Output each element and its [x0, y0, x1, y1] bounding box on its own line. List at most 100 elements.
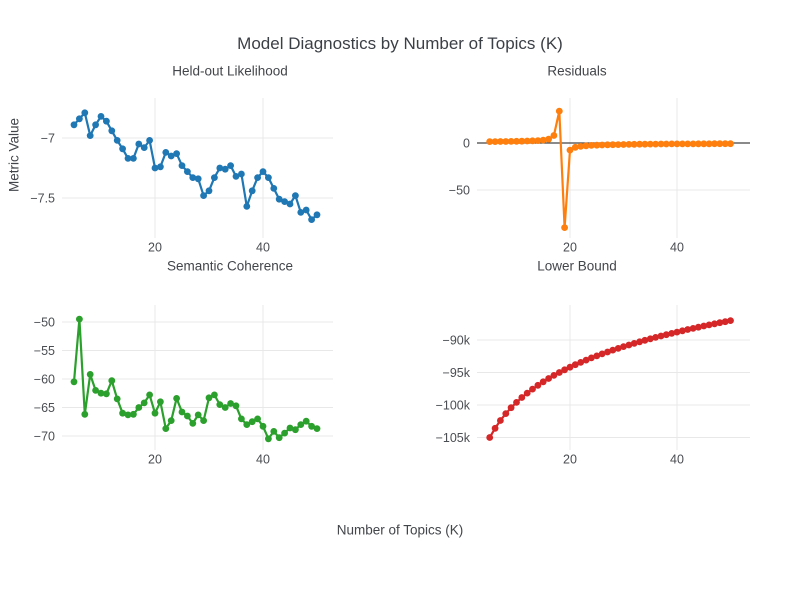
- data-point: [86, 132, 94, 140]
- data-point: [555, 107, 563, 115]
- y-tick-label: −90k: [443, 334, 471, 348]
- data-point: [614, 141, 622, 149]
- data-point: [146, 137, 154, 144]
- plot-area-1[interactable]: [477, 98, 750, 238]
- data-point: [297, 209, 305, 216]
- data-point: [657, 140, 665, 148]
- data-point: [173, 150, 181, 158]
- data-point: [157, 398, 164, 406]
- data-point: [86, 371, 94, 378]
- data-point: [486, 138, 494, 146]
- data-point: [539, 378, 547, 386]
- data-point: [200, 417, 208, 424]
- data-point: [716, 140, 724, 148]
- data-point: [571, 143, 579, 151]
- data-point: [254, 415, 261, 423]
- data-point: [221, 404, 229, 411]
- data-point: [577, 143, 585, 150]
- y-tick-label: −70: [34, 429, 55, 443]
- data-point: [598, 141, 606, 149]
- data-point: [130, 410, 137, 418]
- y-tick-label: −50: [34, 315, 55, 329]
- data-point: [162, 425, 170, 432]
- data-point: [502, 138, 510, 145]
- data-point: [70, 378, 78, 386]
- data-point: [582, 356, 590, 364]
- data-point: [302, 206, 310, 214]
- data-point: [292, 192, 299, 200]
- data-point: [630, 340, 638, 347]
- data-point: [76, 115, 83, 123]
- data-point: [550, 372, 558, 379]
- data-point: [97, 389, 105, 397]
- data-point: [286, 200, 294, 208]
- data-point: [281, 198, 288, 206]
- y-tick-label: −7.5: [30, 192, 55, 206]
- data-point: [124, 411, 132, 419]
- series-line: [72, 318, 319, 440]
- data-point: [721, 318, 729, 326]
- data-point: [588, 354, 595, 362]
- subplot-title-residuals: Residuals: [547, 63, 607, 79]
- data-point: [216, 164, 224, 172]
- data-point: [227, 162, 235, 170]
- data-point: [625, 341, 633, 349]
- data-point: [124, 155, 132, 162]
- data-point: [194, 411, 202, 419]
- data-point: [636, 338, 643, 346]
- y-tick-label: 0: [463, 137, 470, 151]
- data-point: [716, 319, 724, 327]
- data-point: [146, 391, 154, 399]
- data-point: [227, 400, 235, 407]
- x-tick-label: 20: [563, 241, 577, 255]
- y-axis-title: Metric Value: [6, 117, 22, 193]
- data-point: [689, 325, 697, 332]
- data-point: [652, 334, 659, 341]
- data-point: [184, 412, 191, 420]
- data-point: [684, 140, 692, 148]
- data-point: [81, 410, 89, 418]
- data-point: [497, 417, 504, 424]
- data-point: [259, 422, 267, 430]
- y-tick-label: −65: [34, 401, 55, 415]
- data-point: [534, 137, 542, 145]
- data-point: [189, 174, 197, 182]
- data-point: [518, 137, 526, 145]
- data-point: [162, 149, 170, 156]
- data-point: [119, 409, 126, 417]
- data-point: [566, 363, 574, 371]
- data-point: [238, 170, 245, 178]
- data-point: [259, 168, 267, 176]
- data-point: [566, 146, 574, 154]
- data-point: [302, 417, 310, 425]
- data-point: [555, 369, 563, 376]
- data-point: [292, 426, 299, 434]
- data-point: [705, 321, 713, 329]
- data-point: [529, 385, 536, 393]
- data-point: [598, 350, 606, 358]
- data-point: [205, 187, 213, 195]
- data-point: [200, 192, 208, 200]
- data-point: [151, 164, 159, 172]
- x-tick-label: 20: [563, 453, 577, 467]
- data-point: [248, 187, 256, 195]
- data-point: [313, 211, 321, 219]
- data-point: [620, 141, 627, 148]
- data-point: [577, 359, 585, 366]
- data-point: [140, 399, 148, 407]
- data-point: [679, 327, 686, 335]
- data-point: [270, 428, 278, 435]
- data-point: [695, 323, 702, 331]
- data-point: [513, 137, 520, 145]
- data-point: [529, 137, 536, 145]
- data-point: [695, 140, 702, 148]
- subplot-title-held-out-likelihood: Held-out Likelihood: [172, 63, 288, 79]
- data-point: [646, 140, 654, 148]
- data-point: [545, 135, 552, 143]
- data-point: [662, 140, 670, 148]
- x-tick-label: 40: [670, 453, 684, 467]
- data-point: [140, 144, 148, 152]
- y-tick-label: −55: [34, 344, 55, 358]
